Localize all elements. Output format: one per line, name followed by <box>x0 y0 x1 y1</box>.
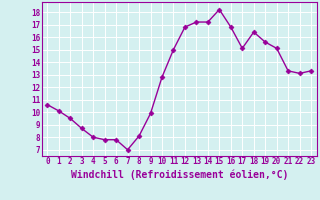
X-axis label: Windchill (Refroidissement éolien,°C): Windchill (Refroidissement éolien,°C) <box>70 169 288 180</box>
